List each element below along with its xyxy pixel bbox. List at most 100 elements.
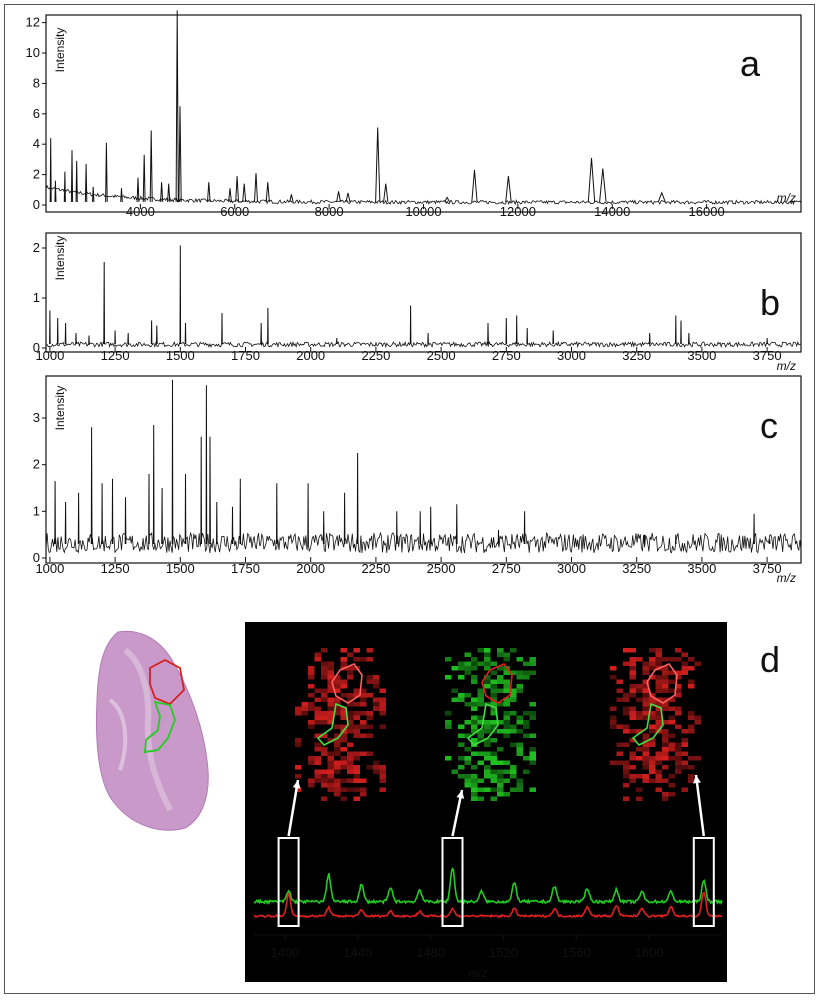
panel-b-spectrum — [45, 245, 802, 349]
y-tick-label: 12 — [26, 15, 40, 30]
spectrum-peak — [497, 529, 500, 545]
spectrum-peak — [105, 142, 108, 203]
panel-d-spectrum — [253, 867, 723, 919]
spectrum-peak — [242, 183, 247, 203]
roi-outline — [481, 663, 513, 704]
spectrum-peak — [148, 473, 150, 545]
spectrum-peak — [675, 534, 677, 545]
spectrum-peak — [207, 182, 211, 203]
x-tick-label: 1560 — [562, 945, 591, 960]
spectrum-peak — [111, 478, 114, 545]
callout-arrow — [694, 774, 706, 837]
x-tick-label: 10000 — [405, 204, 441, 219]
spectrum-peak — [175, 10, 179, 203]
panel-c-xlabel: m/z — [777, 571, 796, 585]
roi-outline — [646, 663, 678, 704]
x-tick-label: 8000 — [315, 204, 344, 219]
spectrum-peak — [150, 320, 153, 345]
spectrum-peak — [375, 127, 381, 203]
spectrum-peak — [75, 332, 77, 345]
arrowhead-icon — [292, 780, 301, 789]
y-tick-label: 3 — [33, 410, 40, 425]
panel-a: 4000 6000 8000 10000 12000 14000 16000 0 2 4 6 8 10 1… — [26, 10, 802, 219]
spectrum-peak — [336, 337, 338, 345]
y-tick-label: 4 — [33, 136, 40, 151]
spectrum-peak — [680, 320, 682, 345]
spectrum-peak — [587, 157, 596, 203]
spectrum-peak — [216, 501, 218, 545]
highlight-box — [441, 837, 464, 927]
spectrum-peak — [265, 182, 270, 203]
spectrum-peak — [136, 177, 140, 203]
spectrum-peak — [120, 188, 123, 203]
roi-outline — [316, 702, 349, 746]
x-tick-label: 2500 — [427, 348, 456, 363]
panel-c: 1000 1250 1500 1750 2000 2250 2500 2750 3000 3250… — [33, 375, 802, 585]
spectrum-peak — [90, 427, 93, 545]
x-tick-label: 12000 — [500, 204, 536, 219]
spectrum-peak — [70, 150, 74, 203]
arrowhead-icon — [456, 790, 465, 799]
highlight-box — [277, 837, 300, 927]
spectrum-peak — [552, 330, 555, 345]
x-tick-label: 1750 — [231, 348, 260, 363]
spectrum-peak — [343, 492, 346, 545]
spectrum-peak — [643, 534, 646, 545]
panel-c-ylabel: Intensity — [53, 386, 67, 431]
panel-b: 1000 1250 1500 1750 2000 2250 2500 2750 3000 3250… — [33, 232, 802, 373]
ion-images — [295, 648, 701, 801]
panel-a-xlabel: m/z — [777, 191, 796, 205]
x-tick-label: 3250 — [622, 561, 651, 576]
ion-image — [295, 648, 386, 801]
panel-a-letter: a — [740, 43, 761, 84]
spectrum-peak — [231, 506, 234, 545]
x-tick-label: 1250 — [101, 348, 130, 363]
spectrum-peak — [184, 322, 187, 345]
panel-d-callouts — [277, 774, 715, 927]
spectrum-peak — [228, 188, 232, 203]
spectrum-peak — [267, 307, 269, 345]
spectrum-peak — [209, 436, 211, 545]
spectrum-peak — [49, 138, 52, 203]
spectrum-peak — [396, 511, 398, 545]
panel-a-spectrum — [45, 10, 802, 206]
highlight-box — [692, 837, 715, 927]
panel-c-ticks: 1000 1250 1500 1750 2000 2250 2500 2750 3000 3250… — [33, 410, 782, 576]
panel-b-ylabel: Intensity — [53, 236, 67, 281]
spectrum-peak — [178, 106, 182, 203]
spectrum-peak — [84, 163, 88, 203]
spectrum-peak — [289, 194, 294, 203]
panel-d: 1400 1440 1480 1520 1560 1600 m/z d — [82, 622, 780, 982]
spectrum-peak — [171, 379, 174, 545]
panel-a-frame — [45, 14, 802, 213]
spectrum-peak — [766, 337, 768, 345]
y-tick-label: 0 — [33, 550, 40, 565]
x-tick-label: 1520 — [489, 945, 518, 960]
x-tick-label: 3500 — [687, 561, 716, 576]
x-tick-label: 1500 — [166, 561, 195, 576]
spectrum-peak — [505, 176, 512, 203]
tissue-section-image — [82, 625, 217, 835]
spectrum-peak — [160, 182, 164, 203]
panel-c-frame — [45, 375, 802, 564]
spectrum-peak — [648, 332, 651, 345]
spectrum-peak — [383, 183, 389, 203]
y-tick-label: 0 — [33, 340, 40, 355]
x-tick-label: 4000 — [126, 204, 155, 219]
spectrum-peak — [103, 261, 105, 345]
panel-c-spectrum — [45, 379, 802, 554]
spectrum-peak — [205, 385, 208, 545]
roi-outline — [331, 663, 363, 704]
spectrum-peak — [156, 325, 158, 345]
spectrum-peak — [444, 196, 451, 203]
figure-frame — [4, 4, 815, 994]
spectrum-peak — [167, 183, 171, 203]
spectrum-peak — [49, 310, 51, 345]
y-tick-label: 2 — [33, 167, 40, 182]
spectrum-peak — [124, 497, 127, 545]
x-tick-label: 2250 — [361, 561, 390, 576]
spectrum-peak — [54, 180, 57, 203]
spectrum-peak — [322, 511, 325, 545]
arrowhead-icon — [693, 775, 701, 784]
x-tick-label: 14000 — [594, 204, 630, 219]
